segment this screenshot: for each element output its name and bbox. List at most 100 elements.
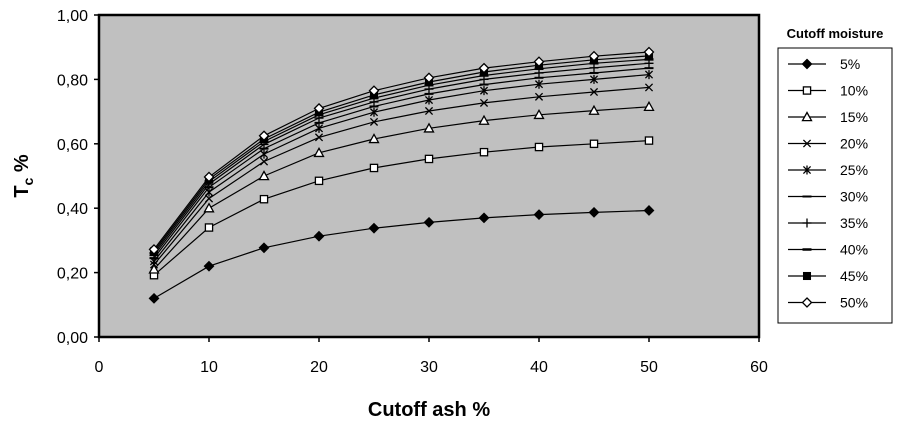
y-tick-label: 0,00 [57,330,88,347]
y-axis-title-suffix: % [11,154,33,178]
series-layer [148,46,655,304]
data-point-15pct [203,202,215,213]
legend-marker [802,139,812,148]
data-point-25pct [534,79,544,89]
legend-item: 45% [788,268,868,284]
legend-marker [801,297,813,308]
data-point-10pct [644,136,654,145]
data-point-50pct [478,62,490,74]
legend-label: 45% [840,268,868,284]
data-point-10pct [534,142,544,152]
series-line-40pct [153,58,650,254]
legend-item: 50% [788,295,868,311]
y-axis-title-main: T [11,185,33,197]
data-point-20pct [644,83,654,92]
y-tick-label: 1,00 [57,8,88,25]
data-point-15pct [258,170,270,181]
legend-label: 40% [840,242,868,258]
legend-box [777,47,893,324]
legend-item: 40% [788,242,868,258]
data-point-5pct [368,222,380,234]
data-point-50pct [148,243,160,255]
data-point-25pct [644,70,654,80]
data-point-25pct [479,86,489,96]
data-point-25pct [259,149,269,159]
legend-item: 10% [788,83,868,99]
legend-label: 15% [840,109,868,125]
data-point-10pct [369,163,379,173]
x-tick-label: 50 [640,359,658,376]
legend-marker [802,86,812,95]
legend-title: Cutoff moisture [787,26,884,41]
data-point-25pct [424,95,434,105]
data-point-5pct [588,206,600,218]
data-point-15pct [368,133,380,144]
data-point-5pct [643,205,655,216]
legend-item: 5% [788,56,860,72]
data-point-35pct [589,63,599,73]
data-point-15pct [643,100,655,112]
data-point-50pct [588,50,600,62]
x-tick-label: 0 [95,359,104,376]
data-point-15pct [588,104,600,115]
data-point-15pct [533,108,545,120]
legend-item: 35% [788,215,868,231]
data-point-50pct [313,102,325,114]
legend-marker [802,271,812,281]
series-line-50pct [153,51,650,250]
data-point-20pct [204,194,214,203]
legend-item: 30% [788,189,868,205]
data-point-10pct [479,147,489,157]
data-point-5pct [423,216,435,228]
y-tick-label: 0,20 [57,266,88,283]
legend-marker [802,218,812,228]
data-point-20pct [424,106,434,116]
legend-label: 35% [840,215,868,231]
data-point-5pct [203,260,215,272]
data-point-50pct [533,56,545,68]
series-line-45pct [153,55,650,252]
legend-label: 50% [840,295,868,311]
x-tick-label: 30 [420,359,438,376]
data-point-10pct [424,154,434,164]
legend-label: 10% [840,83,868,99]
data-point-20pct [259,157,269,166]
data-point-5pct [533,209,545,221]
data-point-50pct [643,46,655,58]
y-axis-title-sub: c [20,177,36,185]
data-point-25pct [204,187,214,197]
data-point-10pct [589,139,599,149]
data-point-5pct [313,230,325,242]
y-tick-label: 0,40 [57,201,88,218]
legend-label: 25% [840,162,868,178]
data-point-50pct [258,130,270,142]
data-point-20pct [369,117,379,126]
series-line-5pct [153,209,650,299]
data-point-50pct [423,72,435,84]
legend-item: 15% [788,109,868,125]
data-point-5pct [478,212,490,224]
x-tick-label: 20 [310,359,328,376]
x-axis-title: Cutoff ash % [368,399,490,421]
series-line-20pct [153,86,650,265]
x-tick-label: 40 [530,359,548,376]
data-point-5pct [148,292,160,304]
data-point-15pct [478,114,490,125]
legend-item: 25% [788,162,868,178]
data-point-20pct [534,92,544,101]
y-tick-label: 0,60 [57,137,88,154]
legend-item: 20% [788,136,868,152]
legend-marker [802,165,812,175]
data-point-15pct [148,263,160,274]
data-point-25pct [314,123,324,133]
data-point-10pct [314,176,324,186]
data-point-5pct [258,242,270,254]
data-point-20pct [314,133,324,142]
legend-label: 5% [840,56,860,72]
series-line-15pct [153,106,650,270]
series-line-30pct [153,67,650,259]
data-point-50pct [368,85,380,97]
y-axis-title: Tc % [11,154,36,198]
data-point-15pct [313,146,325,158]
